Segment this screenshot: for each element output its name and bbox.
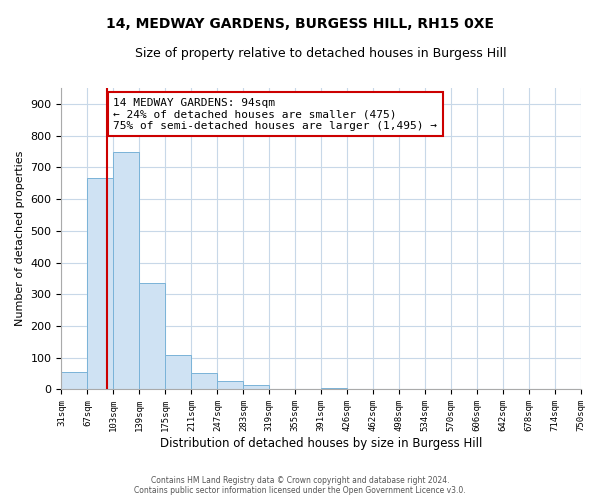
Text: 14 MEDWAY GARDENS: 94sqm
← 24% of detached houses are smaller (475)
75% of semi-: 14 MEDWAY GARDENS: 94sqm ← 24% of detach… (113, 98, 437, 131)
Bar (139, 283, 166, 390)
Bar (166, 354, 191, 390)
Bar (113, 152, 139, 390)
Text: 14, MEDWAY GARDENS, BURGESS HILL, RH15 0XE: 14, MEDWAY GARDENS, BURGESS HILL, RH15 0… (106, 18, 494, 32)
Bar (88, 178, 113, 390)
X-axis label: Distribution of detached houses by size in Burgess Hill: Distribution of detached houses by size … (160, 437, 482, 450)
Bar (322, 388, 347, 390)
Bar (61, 372, 88, 390)
Bar (191, 373, 217, 390)
Text: Contains HM Land Registry data © Crown copyright and database right 2024.
Contai: Contains HM Land Registry data © Crown c… (134, 476, 466, 495)
Title: Size of property relative to detached houses in Burgess Hill: Size of property relative to detached ho… (135, 48, 507, 60)
Bar (217, 381, 244, 390)
Y-axis label: Number of detached properties: Number of detached properties (15, 151, 25, 326)
Bar (244, 384, 269, 390)
